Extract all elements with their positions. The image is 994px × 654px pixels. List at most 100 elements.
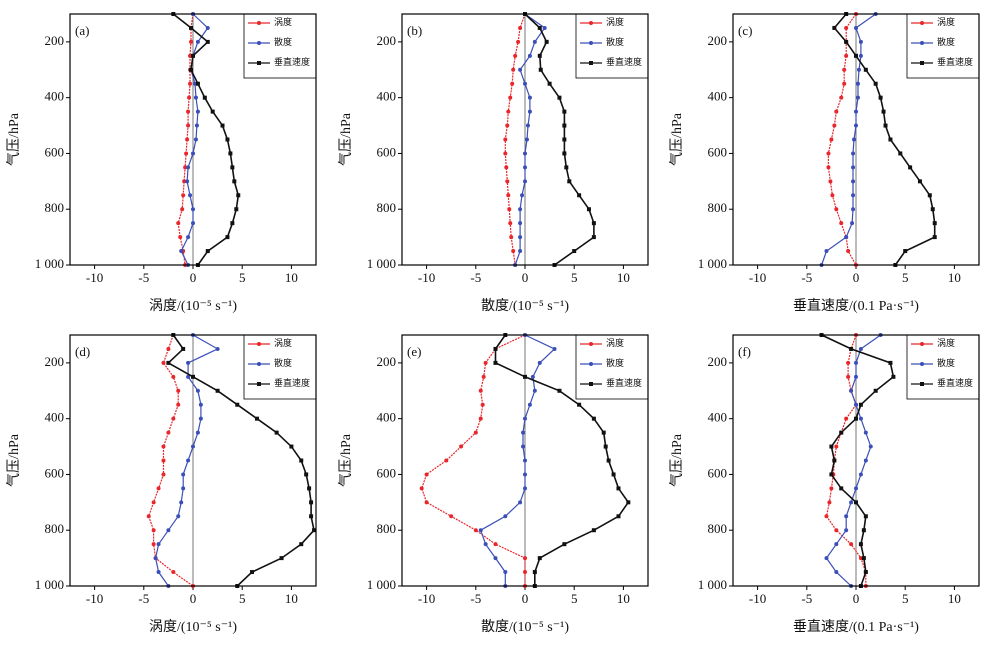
marker <box>230 165 235 170</box>
marker <box>842 81 847 86</box>
marker <box>232 179 237 184</box>
legend-marker <box>589 342 593 346</box>
marker <box>854 360 858 365</box>
marker <box>191 221 195 226</box>
y-tick-label: 1 000 <box>698 577 727 592</box>
marker <box>586 207 591 212</box>
y-tick-label: 600 <box>45 144 65 159</box>
marker <box>309 500 314 505</box>
y-axis-label: 气压/hPa <box>6 112 22 166</box>
legend-label: 涡度 <box>937 16 955 27</box>
marker <box>459 444 464 449</box>
marker <box>523 151 527 156</box>
marker <box>898 151 903 156</box>
marker <box>873 388 878 393</box>
legend-label: 散度 <box>937 36 955 47</box>
marker <box>299 458 304 463</box>
marker <box>839 486 844 491</box>
marker <box>849 500 854 505</box>
plot-frame <box>401 13 649 266</box>
y-tick-label: 200 <box>45 33 65 48</box>
marker <box>205 25 210 30</box>
marker <box>191 444 195 449</box>
marker <box>855 95 860 100</box>
marker <box>166 346 171 351</box>
marker <box>225 137 230 142</box>
marker <box>851 151 856 156</box>
marker <box>508 95 513 100</box>
marker <box>205 249 210 254</box>
plot-frame <box>732 334 980 587</box>
legend-marker <box>257 362 261 366</box>
marker <box>844 235 849 240</box>
legend-marker <box>257 61 261 65</box>
marker <box>198 402 203 407</box>
marker <box>176 402 181 407</box>
marker <box>186 458 191 463</box>
series-line <box>524 13 595 266</box>
marker <box>824 514 829 519</box>
marker <box>166 528 171 533</box>
x-tick-label: 0 <box>522 270 529 285</box>
x-axis-label: 垂直速度/(0.1 Pa·s⁻¹) <box>793 297 919 314</box>
legend-label: 垂直速度 <box>274 377 310 388</box>
marker <box>873 81 878 86</box>
marker <box>478 388 483 393</box>
legend-label: 散度 <box>606 36 624 47</box>
marker <box>156 486 161 491</box>
marker <box>493 542 498 547</box>
marker <box>542 25 547 30</box>
marker <box>179 500 184 505</box>
marker <box>191 374 195 379</box>
marker <box>504 165 509 170</box>
marker <box>191 53 195 58</box>
marker <box>520 193 525 198</box>
marker <box>854 486 858 491</box>
y-tick-label: 800 <box>377 521 397 536</box>
x-tick-label: -10 <box>86 270 103 285</box>
marker <box>530 374 535 379</box>
marker <box>577 402 582 407</box>
x-axis-label: 散度/(10⁻⁵ s⁻¹) <box>481 619 569 635</box>
x-tick-label: -5 <box>138 270 149 285</box>
marker <box>186 374 191 379</box>
marker <box>844 514 849 519</box>
legend-label: 垂直速度 <box>937 377 973 388</box>
marker <box>312 528 317 533</box>
marker <box>299 542 304 547</box>
x-tick-label: -5 <box>470 591 481 606</box>
marker <box>881 109 886 114</box>
marker <box>844 528 849 533</box>
marker <box>518 207 523 212</box>
y-tick-label: 600 <box>377 465 397 480</box>
legend-marker <box>589 382 593 386</box>
marker <box>171 416 176 421</box>
marker <box>516 39 521 44</box>
y-tick-label: 1 000 <box>367 256 396 271</box>
x-tick-label: -10 <box>749 591 766 606</box>
marker <box>518 25 523 30</box>
marker <box>826 151 831 156</box>
marker <box>250 570 255 575</box>
marker <box>193 137 198 142</box>
marker <box>854 500 858 505</box>
marker <box>521 430 526 435</box>
marker <box>824 556 829 561</box>
marker <box>518 221 523 226</box>
marker <box>181 346 186 351</box>
marker <box>883 123 888 128</box>
legend-label: 散度 <box>606 357 624 368</box>
marker <box>304 472 309 477</box>
legend-label: 垂直速度 <box>937 56 973 67</box>
marker <box>878 95 883 100</box>
marker <box>562 109 567 114</box>
marker <box>525 123 530 128</box>
x-tick-label: 5 <box>902 591 909 606</box>
marker <box>839 95 844 100</box>
marker <box>858 416 863 421</box>
marker <box>626 500 631 505</box>
plot-frame <box>401 334 649 587</box>
marker <box>932 235 937 240</box>
legend-label: 涡度 <box>606 337 624 348</box>
